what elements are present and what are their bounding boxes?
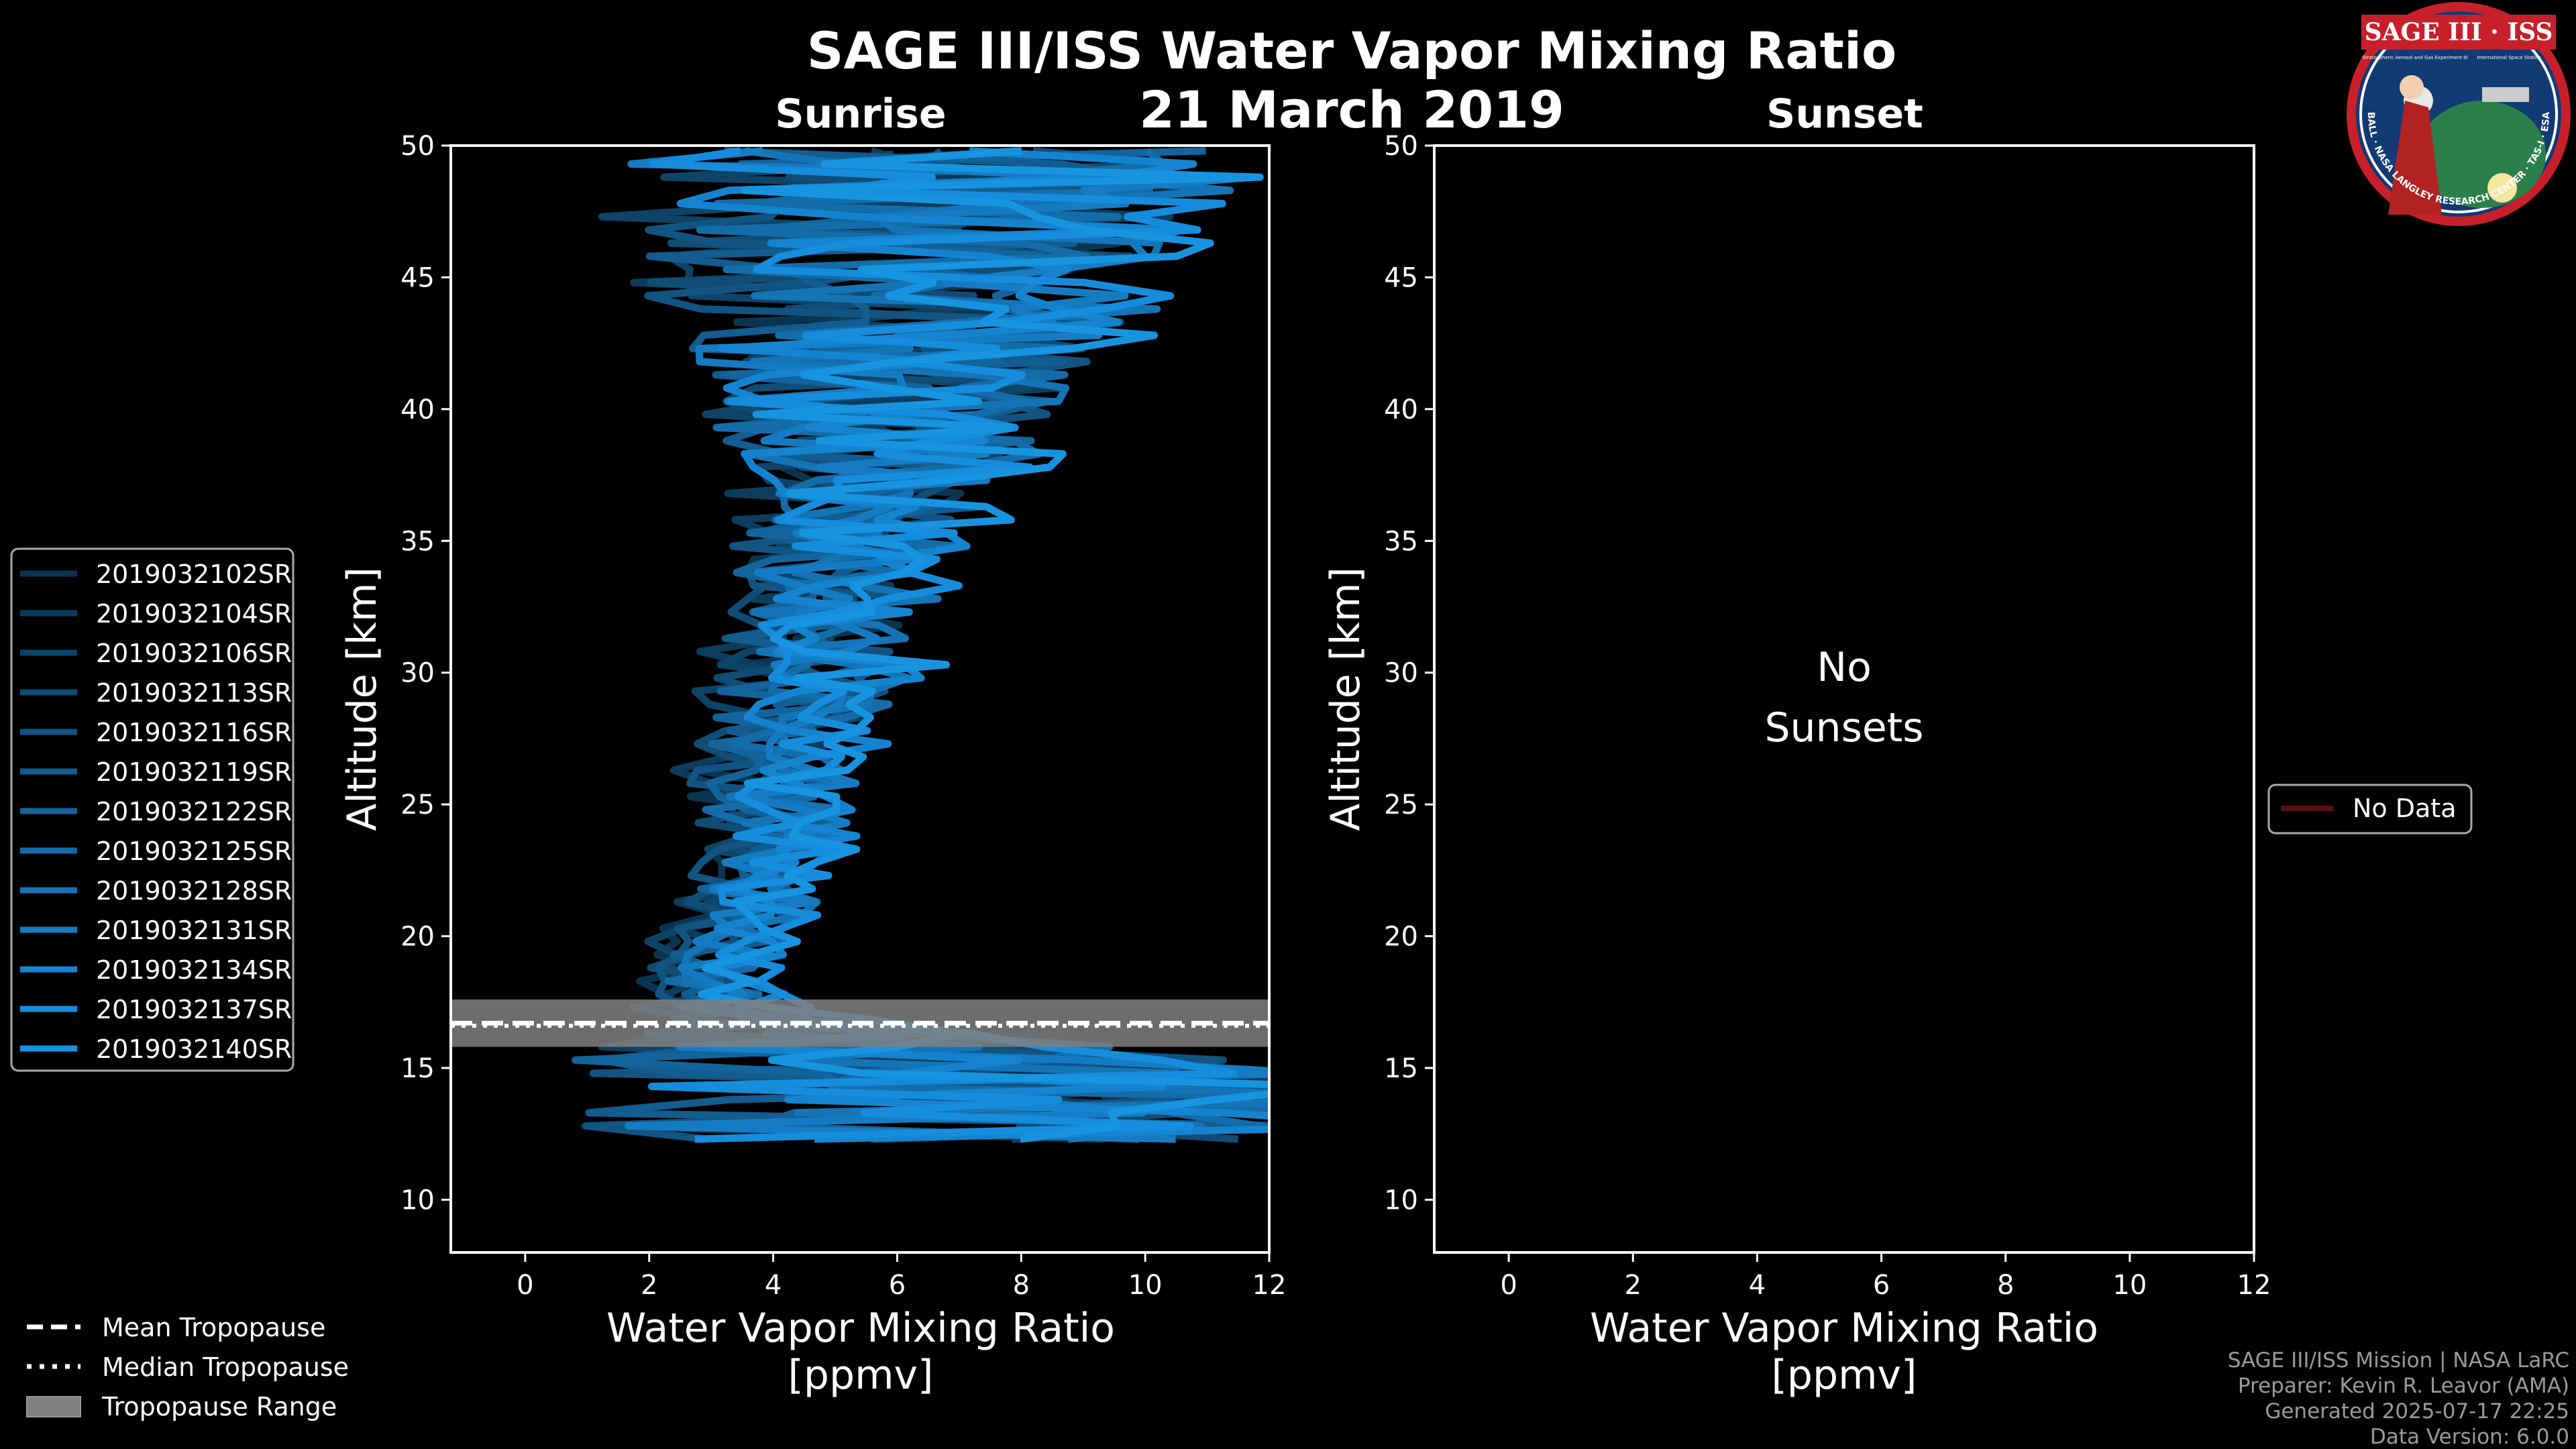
legend-label-2019032119SR: 2019032119SR [96,757,292,787]
y-tick-label-sunset: 35 [1384,526,1418,557]
credit-data-version: Data Version: 6.0.0 [2370,1425,2569,1449]
legend-label-2019032128SR: 2019032128SR [96,876,292,906]
x-tick-label-sunrise: 6 [889,1270,906,1301]
legend-label-2019032125SR: 2019032125SR [96,837,292,866]
y-tick-label-sunset: 20 [1384,922,1418,953]
panel-title-sunset: Sunset [1766,91,1923,138]
x-tick-label-sunset: 4 [1749,1270,1766,1301]
legend-no-data-label: No Data [2353,794,2457,823]
legend-frame [10,547,294,1072]
x-tick-label-sunrise: 8 [1013,1270,1030,1301]
logo-subtitle-right: International Space Station [2477,55,2540,60]
legend-label-2019032104SR: 2019032104SR [96,599,292,629]
x-tick-label-sunset: 0 [1500,1270,1517,1301]
y-tick-label-sunrise: 20 [400,922,435,953]
axes-frame-sunrise [449,144,1271,1254]
figure-title: SAGE III/ISS Water Vapor Mixing Ratio [807,21,1897,80]
no-data-message-line1: No [1817,644,1872,691]
x-tick-label-sunset: 8 [1997,1270,2014,1301]
legend-label-2019032113SR: 2019032113SR [96,678,292,708]
profile-line-2019032140SR [698,147,1269,1143]
y-tick-label-sunrise: 40 [400,394,435,425]
xlabel-sunrise-line2: [ppmv] [788,1352,934,1399]
y-tick-label-sunrise: 30 [400,658,435,689]
legend-median-tropopause-label: Median Tropopause [102,1352,349,1382]
series-group-sunrise [572,147,1269,1143]
y-tick-label-sunrise: 50 [400,131,435,162]
iss-icon [2482,87,2529,102]
legend-tropopause-range-label: Tropopause Range [101,1392,337,1421]
x-tick-label-sunrise: 2 [641,1270,657,1301]
ylabel-sunset: Altitude [km] [1322,567,1369,831]
credit-generated: Generated 2025-07-17 22:25 [2265,1399,2569,1424]
legend-label-2019032106SR: 2019032106SR [96,639,292,668]
x-tick-label-sunset: 12 [2237,1270,2271,1301]
legend-mean-tropopause-label: Mean Tropopause [102,1313,325,1342]
x-tick-label-sunrise: 12 [1252,1270,1287,1301]
legend-label-2019032102SR: 2019032102SR [96,559,292,589]
x-tick-label-sunrise: 10 [1128,1270,1163,1301]
axes-sunrise: 0 2 4 6 8 10 12 10 15 20 25 30 35 40 45 50 Water Vapor… [339,131,1287,1399]
legend-tropopause-range-swatch [26,1396,81,1417]
y-tick-label-sunrise: 25 [400,790,435,820]
y-tick-label-sunrise: 45 [400,262,435,293]
legend-frame-sunset [2267,784,2473,835]
panel-title-sunrise: Sunrise [775,91,946,138]
figure-date: 21 March 2019 [1139,80,1564,140]
x-tick-label-sunset: 10 [2112,1270,2147,1301]
axes-frame-sunset [1433,144,2255,1254]
xlabel-sunset-line1: Water Vapor Mixing Ratio [1590,1305,2098,1352]
y-tick-label-sunset: 40 [1384,394,1418,425]
y-tick-label-sunset: 10 [1384,1185,1418,1216]
legend-label-2019032134SR: 2019032134SR [96,955,292,985]
legend-label-2019032140SR: 2019032140SR [96,1034,292,1064]
y-tick-label-sunset: 30 [1384,658,1418,689]
legend-label-2019032116SR: 2019032116SR [96,718,292,747]
legend-label-2019032122SR: 2019032122SR [96,797,292,826]
ylabel-sunrise: Altitude [km] [339,567,386,831]
y-tick-label-sunset: 50 [1384,131,1418,162]
legend-label-2019032137SR: 2019032137SR [96,995,292,1024]
xlabel-sunset-line2: [ppmv] [1772,1352,1917,1399]
legend-sunset: No Data [2267,784,2473,835]
sage-figure-icon [2388,101,2442,215]
x-tick-label-sunset: 2 [1625,1270,1642,1301]
legend-label-2019032131SR: 2019032131SR [96,916,292,945]
y-tick-label-sunrise: 35 [400,526,435,557]
y-tick-label-sunrise: 15 [400,1053,435,1084]
xlabel-sunrise-line1: Water Vapor Mixing Ratio [606,1305,1115,1352]
y-tick-label-sunset: 15 [1384,1053,1418,1084]
logo-subtitle-left: Stratospheric Aerosol and Gas Experiment… [2362,55,2467,60]
y-tick-label-sunrise: 10 [400,1185,435,1216]
no-data-message-line2: Sunsets [1764,704,1923,751]
sun-icon [2487,173,2517,203]
y-tick-label-sunset: 45 [1384,262,1418,293]
y-tick-label-sunset: 25 [1384,790,1418,820]
credit-preparer: Preparer: Kevin R. Leavor (AMA) [2238,1374,2569,1398]
legend-tropopause: Mean Tropopause Median Tropopause Tropop… [26,1313,349,1421]
x-tick-label-sunrise: 4 [765,1270,782,1301]
logo-title-text: SAGE III · ISS [2365,18,2553,46]
legend-sunrise-series: 2019032102SR 2019032104SR 2019032106SR 2019… [10,547,294,1072]
x-tick-label-sunset: 6 [1873,1270,1890,1301]
credit-mission: SAGE III/ISS Mission | NASA LaRC [2228,1348,2569,1373]
x-tick-label-sunrise: 0 [517,1270,533,1301]
sage-iss-mission-patch-logo: SAGE III · ISS Stratospheric Aerosol and… [2347,2,2571,226]
